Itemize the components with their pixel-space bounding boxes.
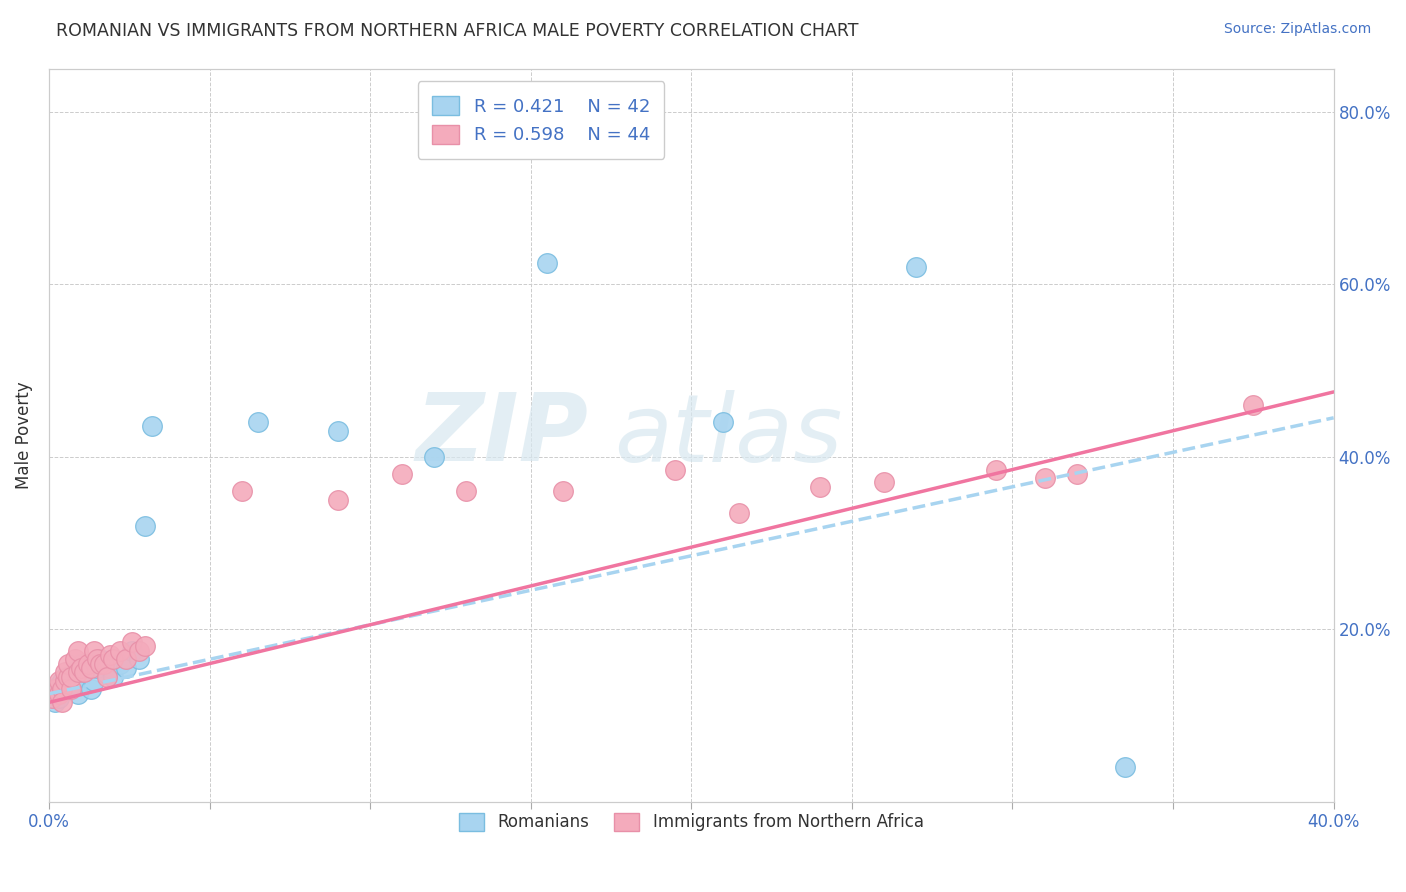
Point	[51, 673, 73, 688]
Point	[58, 657, 80, 671]
Point	[58, 669, 80, 683]
Point	[326, 424, 349, 438]
Point	[98, 648, 121, 662]
Text: atlas: atlas	[614, 390, 842, 481]
Point	[115, 661, 138, 675]
Point	[93, 657, 115, 671]
Point	[44, 682, 66, 697]
Point	[98, 661, 121, 675]
Point	[89, 657, 111, 671]
Point	[51, 695, 73, 709]
Point	[66, 687, 89, 701]
Point	[551, 484, 574, 499]
Point	[121, 635, 143, 649]
Point	[66, 665, 89, 680]
Point	[63, 652, 86, 666]
Point	[80, 682, 103, 697]
Point	[70, 661, 93, 675]
Point	[53, 673, 76, 688]
Point	[63, 678, 86, 692]
Point	[80, 661, 103, 675]
Point	[48, 678, 70, 692]
Point	[391, 467, 413, 481]
Point	[808, 480, 831, 494]
Point	[48, 687, 70, 701]
Point	[728, 506, 751, 520]
Point	[66, 661, 89, 675]
Point	[60, 682, 83, 697]
Point	[128, 652, 150, 666]
Point	[83, 643, 105, 657]
Point	[246, 415, 269, 429]
Legend: Romanians, Immigrants from Northern Africa: Romanians, Immigrants from Northern Afri…	[446, 799, 936, 845]
Point	[73, 665, 96, 680]
Point	[108, 657, 131, 671]
Point	[73, 665, 96, 680]
Point	[60, 669, 83, 683]
Point	[60, 669, 83, 683]
Point	[141, 419, 163, 434]
Point	[83, 673, 105, 688]
Point	[44, 695, 66, 709]
Point	[51, 682, 73, 697]
Point	[41, 691, 63, 706]
Point	[134, 640, 156, 654]
Point	[423, 450, 446, 464]
Point	[63, 665, 86, 680]
Point	[1114, 760, 1136, 774]
Point	[76, 657, 98, 671]
Point	[96, 669, 118, 683]
Text: ZIP: ZIP	[416, 389, 589, 481]
Text: ROMANIAN VS IMMIGRANTS FROM NORTHERN AFRICA MALE POVERTY CORRELATION CHART: ROMANIAN VS IMMIGRANTS FROM NORTHERN AFR…	[56, 22, 859, 40]
Point	[58, 673, 80, 688]
Point	[70, 657, 93, 671]
Point	[70, 669, 93, 683]
Text: Source: ZipAtlas.com: Source: ZipAtlas.com	[1223, 22, 1371, 37]
Point	[905, 260, 928, 274]
Point	[986, 462, 1008, 476]
Point	[51, 684, 73, 698]
Point	[48, 673, 70, 688]
Point	[53, 665, 76, 680]
Point	[41, 687, 63, 701]
Point	[86, 661, 108, 675]
Point	[456, 484, 478, 499]
Point	[103, 669, 125, 683]
Point	[53, 678, 76, 692]
Point	[93, 657, 115, 671]
Point	[44, 682, 66, 697]
Point	[121, 643, 143, 657]
Point	[1241, 398, 1264, 412]
Point	[115, 652, 138, 666]
Point	[536, 255, 558, 269]
Point	[86, 652, 108, 666]
Point	[66, 643, 89, 657]
Point	[58, 682, 80, 697]
Point	[134, 518, 156, 533]
Point	[48, 691, 70, 706]
Point	[96, 667, 118, 681]
Point	[326, 492, 349, 507]
Point	[713, 415, 735, 429]
Point	[76, 661, 98, 675]
Point	[53, 669, 76, 683]
Y-axis label: Male Poverty: Male Poverty	[15, 381, 32, 489]
Point	[103, 652, 125, 666]
Point	[664, 462, 686, 476]
Point	[108, 643, 131, 657]
Point	[231, 484, 253, 499]
Point	[873, 475, 896, 490]
Point	[128, 643, 150, 657]
Point	[76, 657, 98, 671]
Point	[1033, 471, 1056, 485]
Point	[1066, 467, 1088, 481]
Point	[89, 652, 111, 666]
